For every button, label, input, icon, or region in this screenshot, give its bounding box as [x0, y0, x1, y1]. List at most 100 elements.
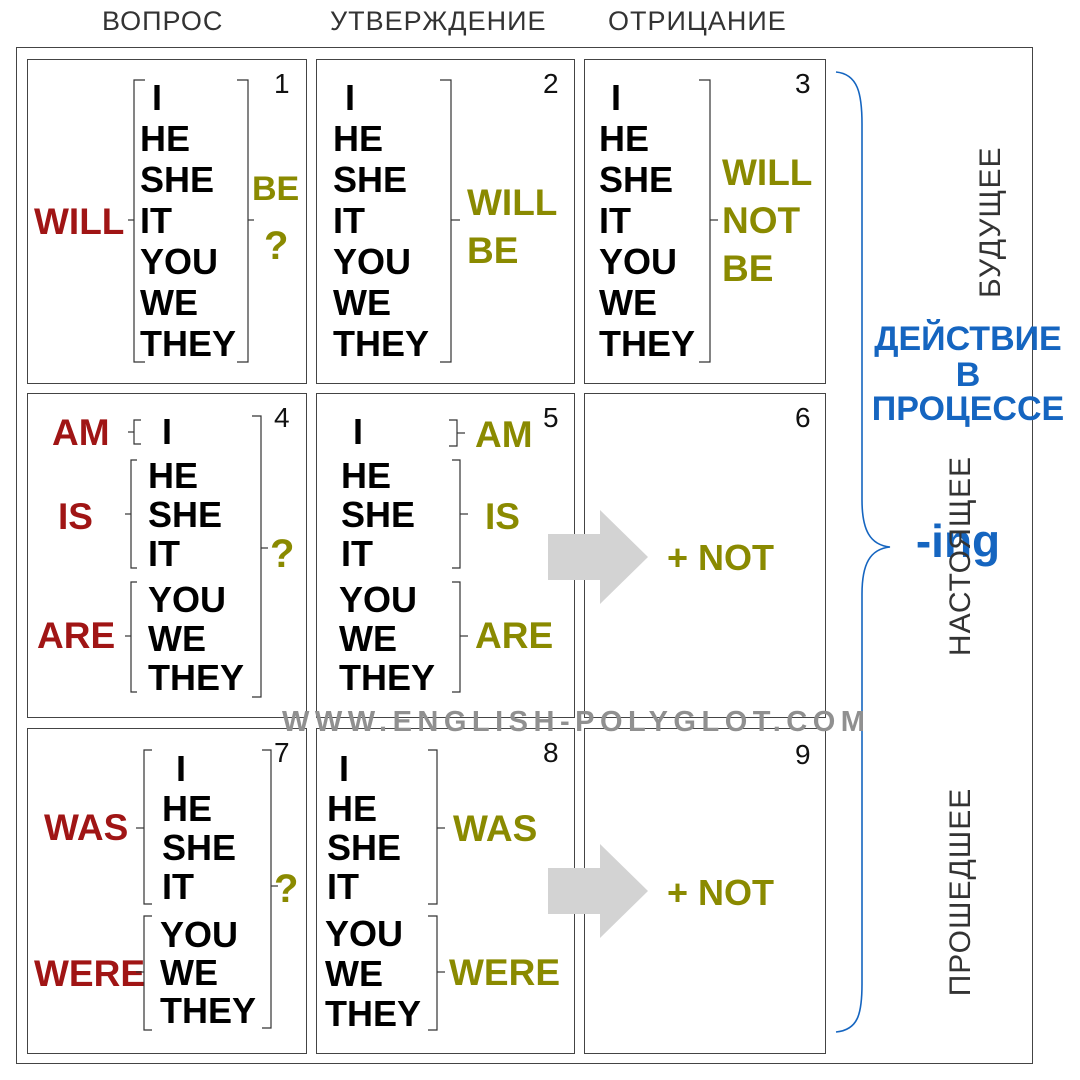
pronoun-you: YOU: [599, 241, 678, 282]
question-mark: ?: [270, 532, 295, 576]
row-label-present: НАСТОЯЩЕЕ: [944, 455, 977, 657]
pronoun-she: SHE: [140, 159, 215, 200]
cell-past-question: 7 WAS WERE I HE SHE IT YOU WE THEY ?: [27, 728, 307, 1054]
cell-number: 9: [795, 739, 811, 770]
pronoun-you: YOU: [333, 241, 412, 282]
cell-number: 3: [795, 68, 811, 99]
pronoun-he: HE: [140, 118, 191, 159]
pronoun-we: WE: [160, 952, 218, 993]
pronoun-it: IT: [333, 200, 365, 241]
pronoun-they: THEY: [325, 993, 422, 1034]
cell-present-negation: 6 + NOT: [584, 393, 826, 718]
verb-was: WAS: [453, 808, 538, 849]
aux-am: AM: [52, 412, 110, 453]
pronoun-they: THEY: [333, 323, 430, 364]
pronoun-i: I: [345, 77, 356, 118]
pronoun-he: HE: [341, 455, 392, 496]
cell-number: 6: [795, 402, 811, 433]
pronoun-he: HE: [148, 455, 199, 496]
summary-line1: ДЕЙСТВИЕ: [874, 320, 1062, 358]
column-header-statement: УТВЕРЖДЕНИЕ: [330, 6, 547, 36]
verb-will: WILL: [722, 152, 813, 193]
pronoun-she: SHE: [341, 494, 416, 535]
cell-future-statement: 2 I HE SHE IT YOU WE THEY WILL BE: [316, 59, 575, 384]
plus-not: + NOT: [667, 537, 775, 578]
row-label-future: БУДУЩЕЕ: [974, 146, 1007, 298]
pronoun-we: WE: [325, 953, 383, 994]
pronoun-you: YOU: [325, 913, 404, 954]
plus-not: + NOT: [667, 872, 775, 913]
pronoun-we: WE: [599, 282, 657, 323]
pronoun-she: SHE: [162, 827, 237, 868]
pronoun-they: THEY: [339, 657, 436, 698]
pronoun-it: IT: [162, 866, 194, 907]
summary-ending: -ing: [915, 515, 1001, 567]
cell-number: 2: [543, 68, 559, 99]
pronoun-he: HE: [599, 118, 650, 159]
cell-number: 4: [274, 402, 290, 433]
pronoun-i: I: [152, 77, 163, 118]
verb-were: WERE: [449, 952, 560, 993]
verb-is: IS: [485, 496, 520, 537]
cell-number: 8: [543, 737, 559, 768]
aux-were: WERE: [34, 953, 145, 994]
pronoun-it: IT: [599, 200, 631, 241]
watermark: WWW.ENGLISH-POLYGLOT.COM: [282, 706, 871, 738]
pronoun-he: HE: [162, 788, 213, 829]
pronoun-they: THEY: [599, 323, 696, 364]
pronoun-she: SHE: [599, 159, 674, 200]
cell-future-negation: 3 I HE SHE IT YOU WE THEY WILL NOT BE: [584, 59, 826, 384]
be-label: BE: [252, 170, 300, 208]
pronoun-i: I: [611, 77, 622, 118]
pronoun-he: HE: [333, 118, 384, 159]
pronoun-i: I: [176, 748, 187, 789]
column-header-question: ВОПРОС: [102, 6, 224, 36]
row-label-past: ПРОШЕДШЕЕ: [944, 787, 977, 997]
pronoun-i: I: [339, 748, 350, 789]
pronoun-it: IT: [140, 200, 172, 241]
pronoun-it: IT: [148, 533, 180, 574]
cell-number: 1: [274, 68, 290, 99]
pronoun-they: THEY: [140, 323, 237, 364]
verb-will: WILL: [467, 182, 558, 223]
pronoun-we: WE: [148, 618, 206, 659]
pronoun-you: YOU: [339, 579, 418, 620]
aux-is: IS: [58, 496, 93, 537]
cell-number: 5: [543, 402, 559, 433]
pronoun-i: I: [162, 411, 173, 452]
pronoun-we: WE: [333, 282, 391, 323]
pronoun-you: YOU: [140, 241, 219, 282]
verb-be: BE: [467, 230, 519, 271]
verb-are: ARE: [475, 615, 554, 656]
aux-was: WAS: [44, 807, 129, 848]
summary-line2: В: [955, 356, 981, 394]
cell-present-statement: 5 I HE SHE IT YOU WE THEY AM IS ARE: [316, 393, 575, 718]
pronoun-we: WE: [339, 618, 397, 659]
cell-present-question: 4 AM IS ARE I HE SHE IT YOU WE THEY ?: [27, 393, 307, 718]
pronoun-it: IT: [341, 533, 373, 574]
aux-will: WILL: [34, 201, 125, 242]
cell-future-question: 1 WILL I HE SHE IT YOU WE THEY BE ?: [27, 59, 307, 384]
pronoun-they: THEY: [160, 990, 257, 1031]
cell-number: 7: [274, 737, 290, 768]
pronoun-i: I: [353, 411, 364, 452]
cell-past-negation: 9 + NOT: [584, 728, 826, 1054]
table-frame: [16, 47, 1033, 1064]
pronoun-he: HE: [327, 788, 378, 829]
column-header-negation: ОТРИЦАНИЕ: [608, 6, 787, 36]
verb-am: AM: [475, 414, 533, 455]
question-mark: ?: [264, 224, 289, 268]
pronoun-it: IT: [327, 866, 359, 907]
pronoun-they: THEY: [148, 657, 245, 698]
summary-line3: ПРОЦЕССЕ: [871, 390, 1065, 428]
pronoun-she: SHE: [333, 159, 408, 200]
aux-are: ARE: [37, 615, 116, 656]
cell-past-statement: 8 I HE SHE IT YOU WE THEY WAS WERE: [316, 728, 575, 1054]
question-mark: ?: [274, 867, 299, 911]
verb-not: NOT: [722, 200, 801, 241]
pronoun-you: YOU: [148, 579, 227, 620]
pronoun-she: SHE: [327, 827, 402, 868]
pronoun-you: YOU: [160, 914, 239, 955]
verb-be: BE: [722, 248, 774, 289]
pronoun-she: SHE: [148, 494, 223, 535]
